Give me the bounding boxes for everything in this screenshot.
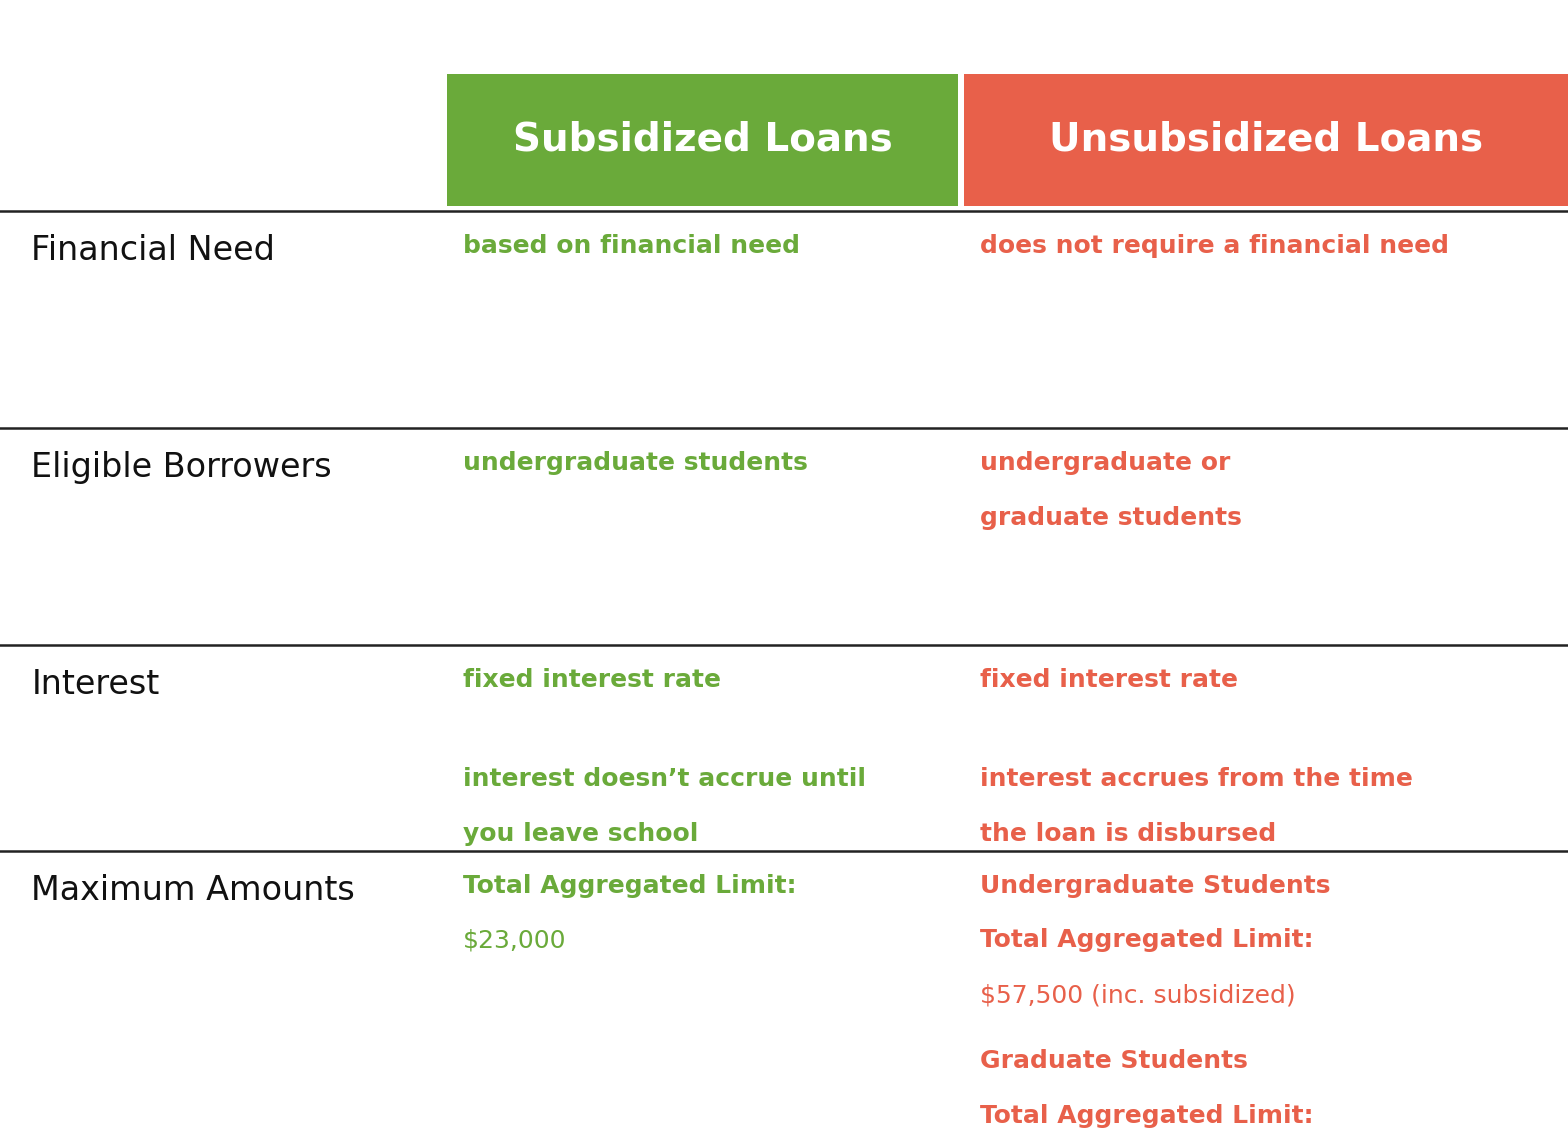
Text: undergraduate or: undergraduate or	[980, 451, 1231, 475]
Text: Total Aggregated Limit:: Total Aggregated Limit:	[463, 874, 797, 898]
Text: Graduate Students: Graduate Students	[980, 1049, 1248, 1073]
Text: Total Aggregated Limit:: Total Aggregated Limit:	[980, 1104, 1314, 1128]
Text: the loan is disbursed: the loan is disbursed	[980, 821, 1276, 845]
Text: Interest: Interest	[31, 668, 160, 701]
FancyBboxPatch shape	[964, 74, 1568, 206]
Text: Subsidized Loans: Subsidized Loans	[513, 121, 892, 159]
Text: fixed interest rate: fixed interest rate	[980, 668, 1239, 692]
Text: based on financial need: based on financial need	[463, 234, 800, 258]
Text: fixed interest rate: fixed interest rate	[463, 668, 721, 692]
Text: graduate students: graduate students	[980, 506, 1242, 530]
Text: $57,500 (inc. subsidized): $57,500 (inc. subsidized)	[980, 983, 1295, 1007]
Text: Eligible Borrowers: Eligible Borrowers	[31, 451, 332, 484]
Text: $23,000: $23,000	[463, 928, 566, 952]
Text: Undergraduate Students: Undergraduate Students	[980, 874, 1331, 898]
Text: Maximum Amounts: Maximum Amounts	[31, 874, 354, 907]
Text: Total Aggregated Limit:: Total Aggregated Limit:	[980, 928, 1314, 952]
Text: interest doesn’t accrue until: interest doesn’t accrue until	[463, 766, 866, 790]
Text: does not require a financial need: does not require a financial need	[980, 234, 1449, 258]
FancyBboxPatch shape	[447, 74, 958, 206]
Text: Unsubsidized Loans: Unsubsidized Loans	[1049, 121, 1483, 159]
Text: you leave school: you leave school	[463, 821, 698, 845]
Text: Financial Need: Financial Need	[31, 234, 276, 267]
Text: interest accrues from the time: interest accrues from the time	[980, 766, 1413, 790]
Text: undergraduate students: undergraduate students	[463, 451, 808, 475]
